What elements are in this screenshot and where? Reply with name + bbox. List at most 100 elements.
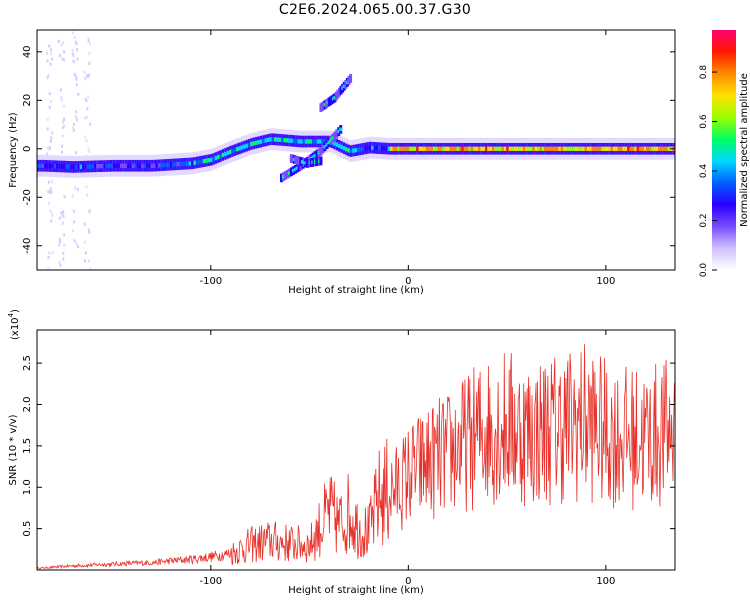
noise-cell — [47, 267, 50, 270]
spectrogram-core — [641, 146, 645, 151]
spectrogram-core — [596, 146, 599, 151]
noise-cell — [73, 239, 76, 243]
spectrogram-core — [418, 146, 422, 151]
spectrogram-branch-core — [342, 84, 346, 88]
spectrogram-core — [202, 158, 206, 164]
spectrogram-core — [188, 161, 192, 166]
spectrogram-core — [37, 163, 40, 168]
snr-ticks: -100 0 100 0.5 1.0 1.5 2.0 2.5 — [22, 330, 675, 587]
spectrogram-core — [449, 146, 453, 151]
spectrogram-core — [148, 163, 152, 168]
spectrogram-branch-cell — [344, 79, 348, 89]
noise-cell — [60, 95, 63, 99]
spectrogram-core — [655, 146, 659, 151]
spectrogram-core — [558, 146, 562, 151]
noise-cell — [83, 240, 86, 244]
spectrogram-core — [205, 158, 208, 163]
spectrogram-core — [624, 146, 628, 151]
noise-cell — [62, 120, 65, 124]
spectrogram-core — [82, 164, 85, 169]
noise-cell — [45, 152, 48, 156]
spectrogram-core — [103, 163, 106, 169]
spectrogram-core — [283, 138, 287, 143]
spectrogram-core — [129, 163, 133, 168]
spectrogram-core — [551, 146, 554, 151]
noise-cell — [46, 118, 49, 122]
spectrogram-core — [591, 146, 595, 151]
spectrogram-core — [89, 164, 92, 169]
spectrogram-core — [570, 146, 573, 151]
snr-series-line — [37, 344, 675, 570]
spectrogram-core — [515, 146, 519, 151]
spectrogram-core — [402, 146, 405, 151]
spectrogram-branch-core — [311, 155, 315, 159]
spectrogram-core — [292, 138, 296, 144]
spectrogram-core — [226, 150, 230, 156]
noise-cell — [48, 190, 51, 194]
noise-cell — [48, 92, 51, 96]
spectrogram-core — [321, 139, 325, 144]
spectrogram-core — [627, 146, 630, 151]
noise-cell — [85, 115, 88, 119]
spectrogram-core — [84, 164, 88, 169]
spectrogram-branch-cell — [315, 149, 319, 159]
spectrogram-core — [295, 138, 298, 144]
noise-cell — [72, 209, 75, 213]
spectrogram-branch-core — [329, 138, 333, 142]
spectrogram-core — [51, 163, 54, 169]
snr-multiplier: (x104) — [7, 309, 21, 340]
y-tick-label: 0 — [22, 146, 33, 152]
spectrogram-branch-cell — [349, 74, 353, 83]
spectrogram-branch-cell — [333, 131, 337, 141]
noise-cell — [84, 135, 87, 139]
spectrogram-core — [492, 146, 495, 151]
spectrogram-ylabel: Frequency (Hz) — [8, 112, 19, 188]
spectrogram-core — [665, 146, 668, 151]
spectrogram-marks — [37, 31, 675, 270]
spectrogram-core — [409, 146, 412, 151]
spectrogram-core — [425, 146, 429, 151]
noise-cell — [50, 190, 53, 194]
spectrogram-core — [44, 163, 47, 168]
noise-cell — [89, 61, 92, 65]
noise-cell — [51, 212, 54, 216]
spectrogram-branch-cell — [334, 91, 338, 101]
spectrogram-core — [288, 138, 291, 143]
spectrogram-core — [210, 157, 213, 163]
x-tick-label: -100 — [199, 276, 222, 287]
spectrogram-core — [278, 137, 282, 142]
spectrogram-core — [650, 146, 654, 151]
spectrogram-core — [620, 146, 623, 151]
spectrogram-core — [548, 146, 552, 151]
spectrogram-branch-core — [345, 80, 349, 85]
spectrogram-core — [470, 146, 474, 151]
noise-cell — [62, 118, 65, 122]
spectrogram-core — [584, 146, 588, 151]
spectrogram-core — [245, 143, 249, 148]
spectrogram-core — [392, 146, 396, 151]
spectrogram-branch-core — [331, 136, 335, 140]
noise-cell — [73, 186, 76, 190]
spectrogram-core — [378, 145, 381, 151]
spectrogram-core — [53, 164, 57, 169]
spectrogram-core — [290, 138, 294, 143]
noise-cell — [72, 54, 75, 58]
spectrogram-core — [160, 163, 163, 168]
noise-cell — [62, 214, 65, 218]
spectrogram-core — [511, 146, 514, 151]
spectrogram-core — [461, 146, 464, 151]
spectrogram-core — [238, 146, 242, 151]
spectrogram-core — [58, 164, 61, 169]
noise-cell — [72, 220, 75, 224]
spectrogram-branch-cell — [291, 154, 295, 164]
spectrogram-core — [601, 146, 604, 151]
spectrogram-core — [349, 148, 353, 154]
spectrogram-core — [423, 146, 426, 151]
y-tick-label: 2.5 — [22, 355, 33, 371]
noise-cell — [88, 230, 91, 234]
noise-cell — [50, 52, 53, 56]
spectrogram-core — [361, 146, 365, 152]
spectrogram-core — [544, 146, 547, 151]
spectrogram-core — [259, 139, 263, 144]
